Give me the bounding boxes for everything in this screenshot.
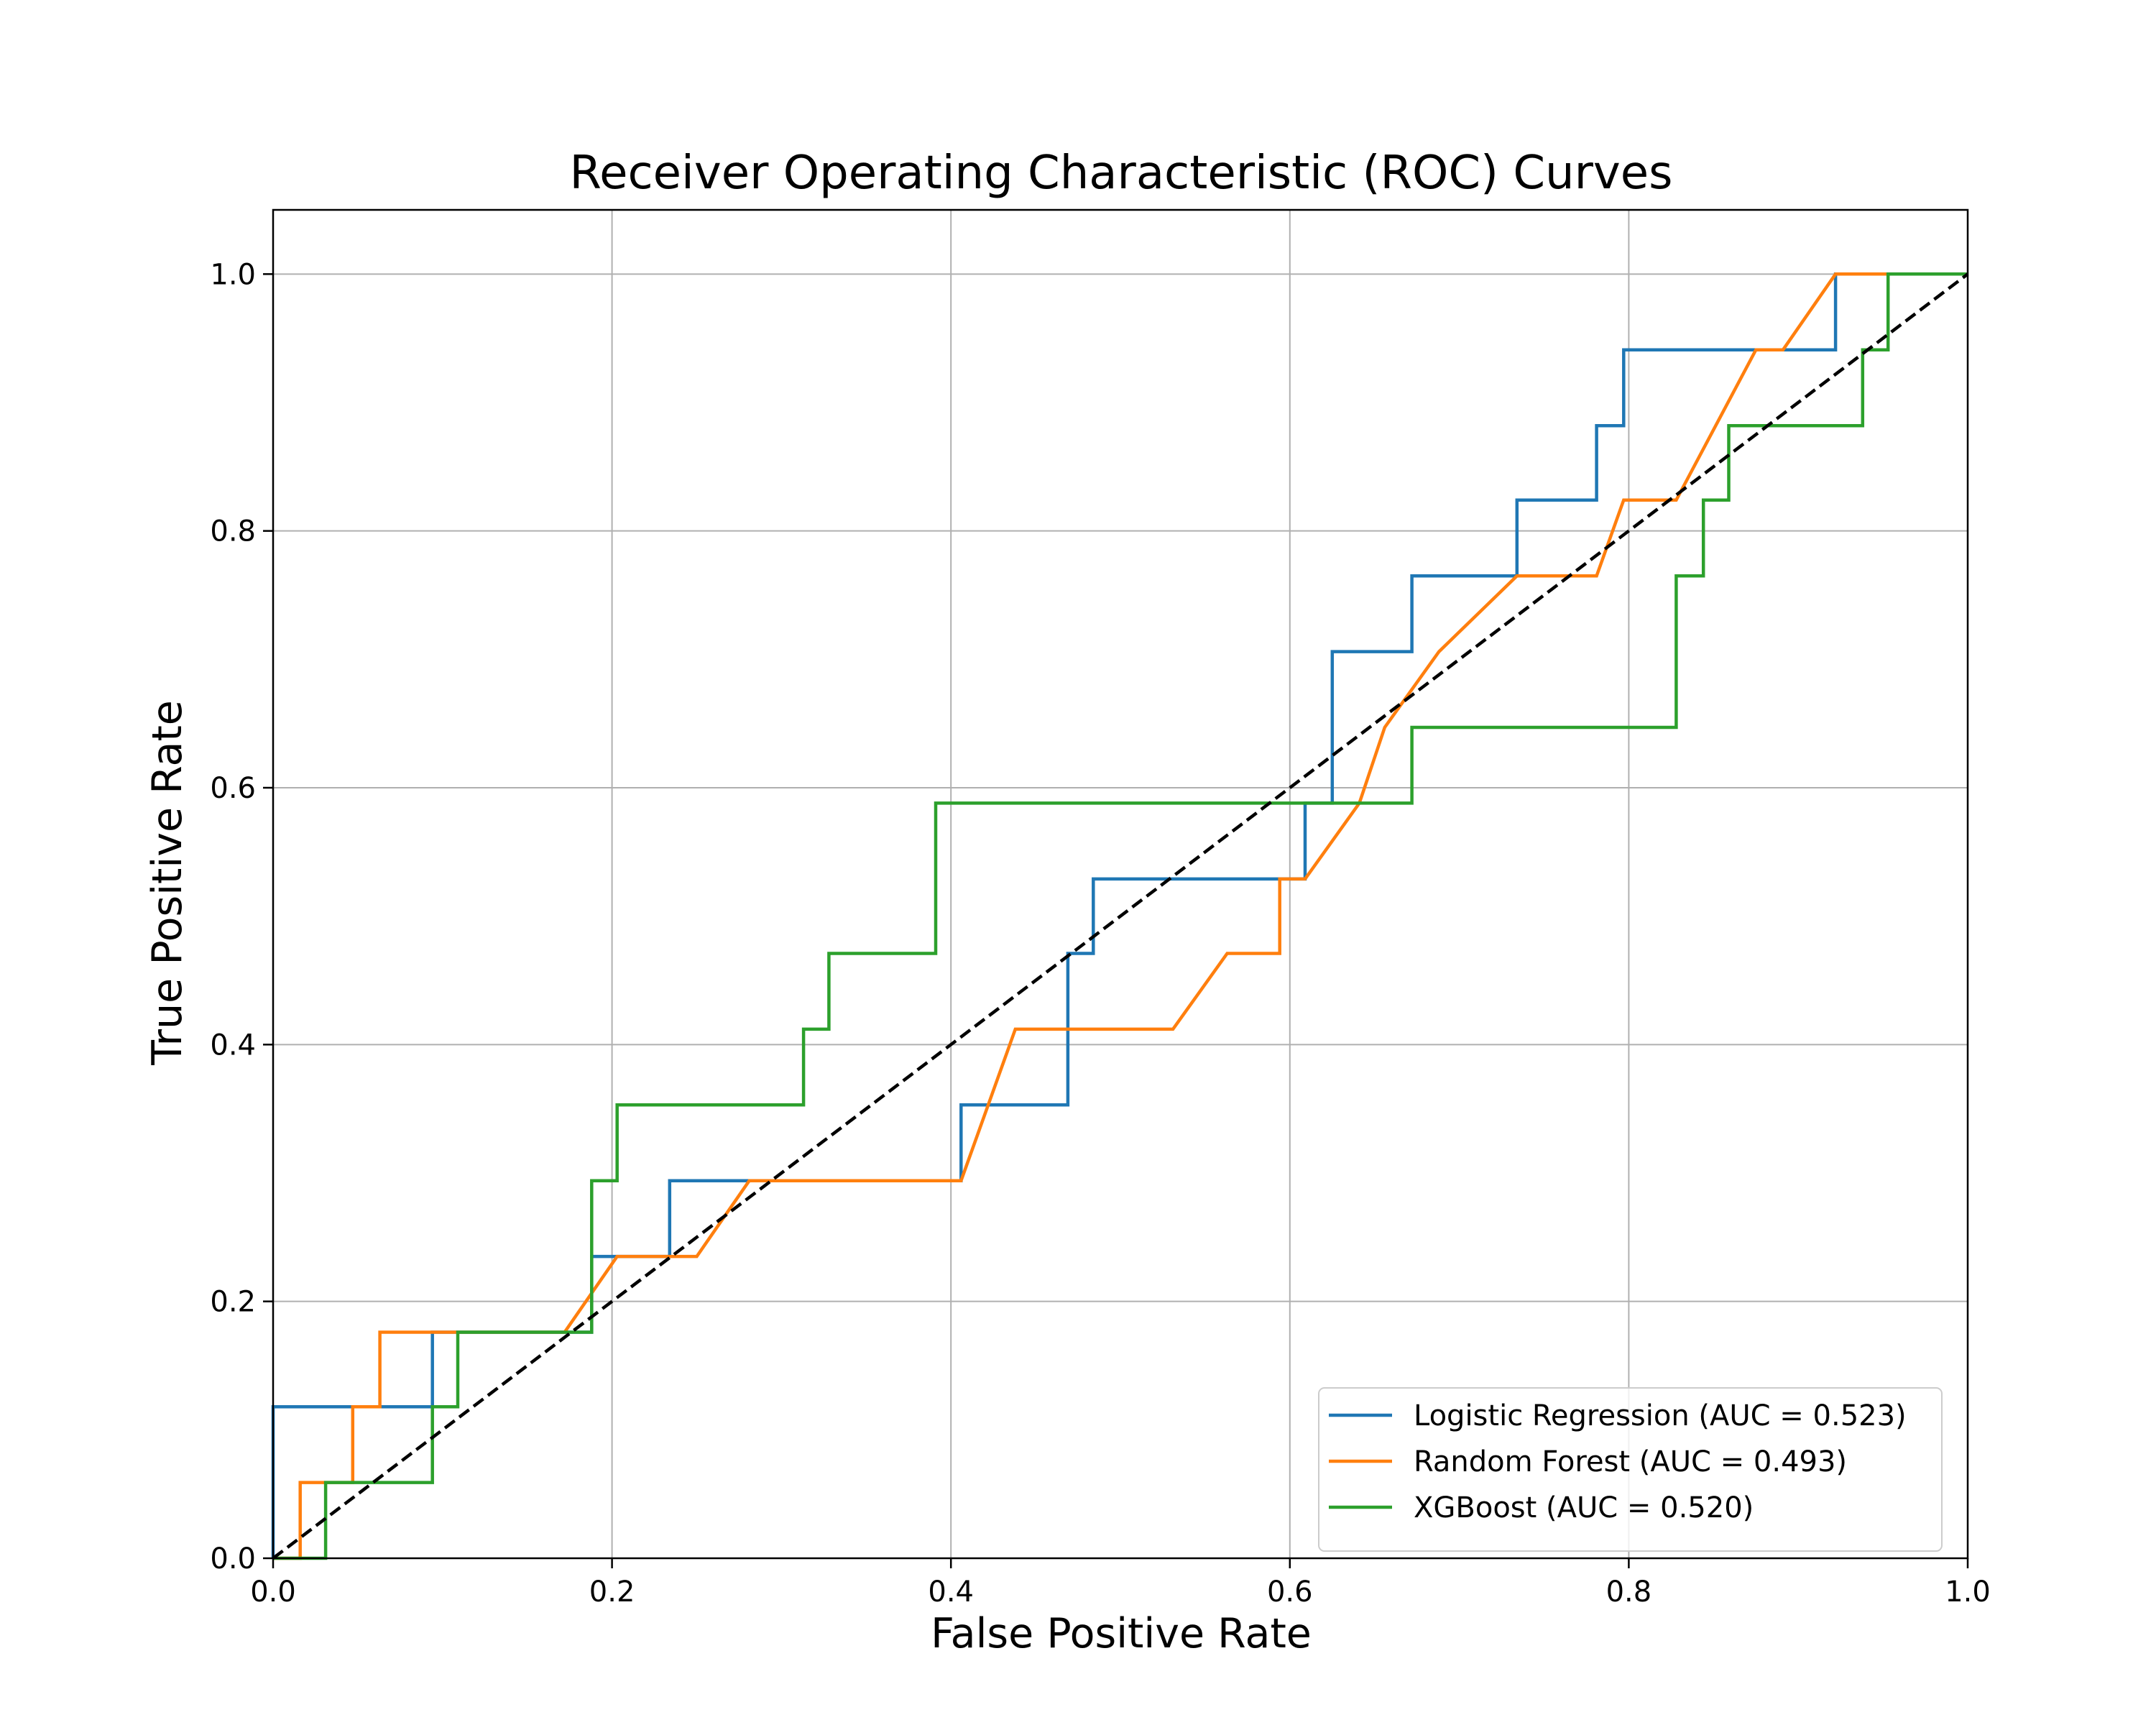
x-tick-label: 0.0	[250, 1576, 296, 1609]
x-tick-label: 0.2	[589, 1576, 635, 1609]
y-tick-label: 0.2	[210, 1286, 256, 1319]
y-tick-label: 0.8	[210, 515, 256, 548]
x-tick-label: 0.8	[1606, 1576, 1652, 1609]
y-tick-label: 1.0	[210, 258, 256, 291]
y-tick-label: 0.4	[210, 1029, 256, 1062]
series-line-2	[273, 272, 1968, 1560]
x-tick-label: 1.0	[1945, 1576, 1991, 1609]
axis-ticks: 0.0 0.2 0.4 0.6 0.8 1.0 0.0 0.2 0.4 0.6 0.8 1.0	[210, 258, 1990, 1609]
series-line-1	[273, 272, 1968, 1560]
x-tick-label: 0.6	[1267, 1576, 1313, 1609]
series-lines	[271, 272, 1969, 1560]
y-tick-label: 0.6	[210, 772, 256, 805]
plot-frame	[272, 208, 1969, 1560]
legend-label: XGBoost (AUC = 0.520)	[1414, 1491, 1754, 1524]
chart-title: Receiver Operating Characteristic (ROC) …	[570, 147, 1673, 200]
chance-diagonal-line	[272, 272, 1969, 1560]
legend-label: Random Forest (AUC = 0.493)	[1414, 1445, 1847, 1478]
legend: Logistic Regression (AUC = 0.523) Random …	[1318, 1387, 1943, 1552]
legend-label: Logistic Regression (AUC = 0.523)	[1414, 1399, 1907, 1432]
x-axis-label: False Positive Rate	[931, 1610, 1312, 1657]
legend-box	[1318, 1387, 1943, 1552]
grid-lines	[272, 210, 1968, 1559]
y-axis-label: True Positive Rate	[144, 700, 191, 1066]
y-tick-label: 0.0	[210, 1542, 256, 1576]
x-tick-label: 0.4	[928, 1576, 974, 1609]
